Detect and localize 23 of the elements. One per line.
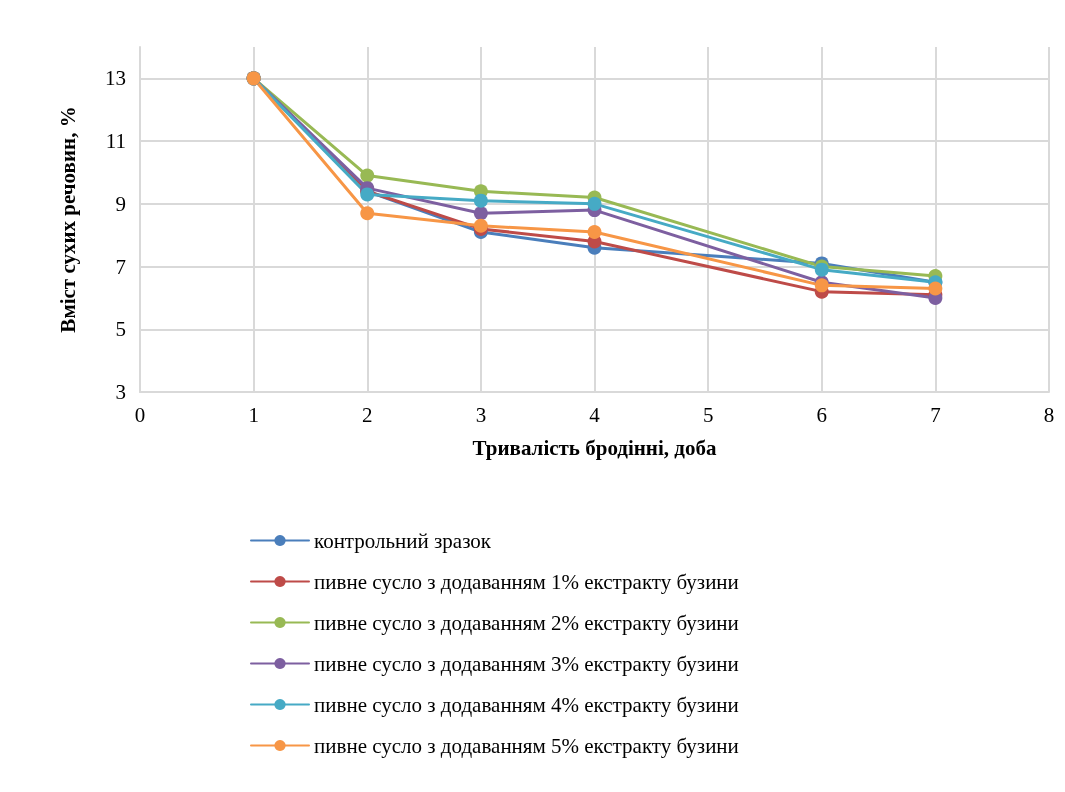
x-tick-label: 0 (134, 402, 146, 427)
y-tick-label: 13 (105, 66, 126, 91)
legend-label: пивне сусло з додаванням 1% екстракту бузини (314, 569, 739, 594)
y-tick-label: 3 (115, 380, 126, 404)
x-tick-label: 1 (248, 402, 259, 427)
x-axis-title: Тривалість бродінні, доба (472, 435, 717, 460)
legend-label: контрольний зразок (314, 528, 492, 553)
x-tick-label: 3 (475, 402, 487, 427)
x-tick-label: 2 (362, 402, 373, 427)
y-tick-label: 11 (105, 129, 126, 154)
y-tick-label: 9 (115, 191, 126, 216)
x-tick-label: 8 (1043, 402, 1055, 427)
x-tick-label: 4 (589, 402, 601, 427)
x-tick-label: 6 (816, 402, 827, 427)
legend-label: пивне сусло з додаванням 5% екстракту бузини (314, 733, 739, 758)
y-tick-label: 7 (115, 254, 126, 279)
legend-label: пивне сусло з додаванням 3% екстракту бузини (314, 651, 739, 676)
legend-label: пивне сусло з додаванням 4% екстракту бузини (314, 692, 739, 717)
legend-label: пивне сусло з додаванням 2% екстракту бузини (314, 610, 739, 635)
x-tick-label: 5 (702, 402, 714, 427)
y-tick-label: 5 (115, 317, 126, 342)
y-axis-title: Вміст сухих речовин, % (55, 106, 80, 333)
x-tick-label: 7 (930, 402, 941, 427)
